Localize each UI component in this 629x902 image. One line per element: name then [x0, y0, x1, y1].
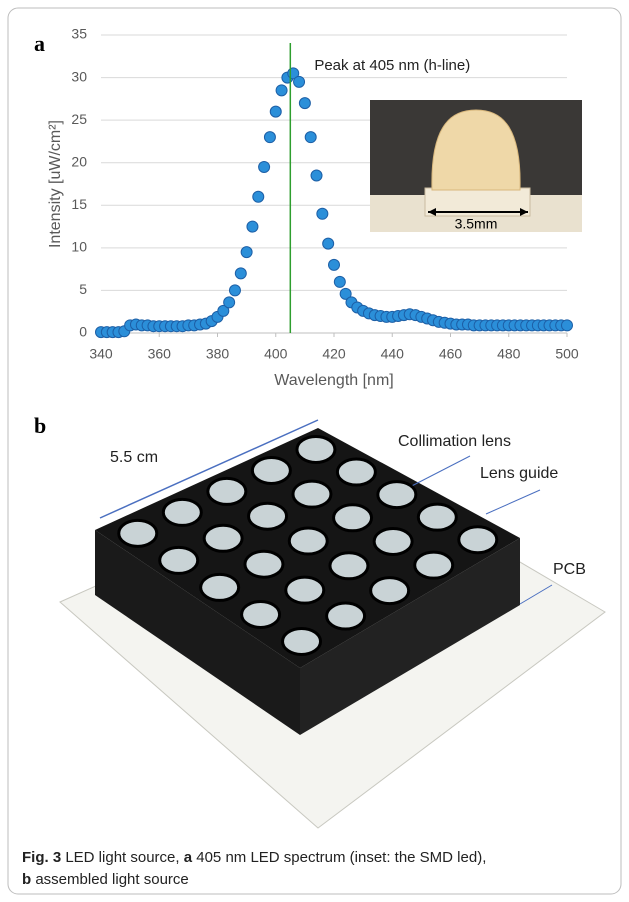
point [276, 85, 287, 96]
annotation: Peak at 405 nm (h-line) [314, 57, 470, 74]
y-axis-title: Intensity [uW/cm²] [47, 120, 64, 248]
y-tick-label: 15 [71, 196, 87, 212]
point [317, 208, 328, 219]
y-tick-label: 25 [71, 111, 87, 127]
caption-figure: Fig. 3 [22, 849, 61, 866]
annotation: Collimation lens [398, 433, 511, 450]
point [299, 98, 310, 109]
point [224, 297, 235, 308]
lens [459, 527, 497, 553]
figure: a 0 5 10 15 20 25 30 35 340 360 380 400 420 440 460 480… [0, 0, 629, 902]
x-tick-label: 380 [206, 346, 230, 362]
panel-label: a [34, 31, 45, 56]
point [247, 221, 258, 232]
point [562, 320, 573, 331]
point [305, 132, 316, 143]
y-tick-label: 35 [71, 26, 87, 42]
x-tick-label: 360 [148, 346, 172, 362]
lens [201, 574, 239, 600]
lens [418, 504, 456, 530]
lens [163, 499, 201, 525]
x-tick-label: 480 [497, 346, 521, 362]
point [264, 132, 275, 143]
annotation: PCB [553, 561, 586, 578]
point [294, 76, 305, 87]
annotation: Lens guide [480, 465, 558, 482]
caption-part: b [22, 871, 31, 888]
point [329, 259, 340, 270]
caption-text: LED light source, [61, 849, 184, 866]
lens [252, 457, 290, 483]
x-tick-label: 440 [381, 346, 405, 362]
y-tick-label: 0 [79, 324, 87, 340]
lens [245, 551, 283, 577]
x-tick-label: 340 [89, 346, 113, 362]
lens [293, 481, 331, 507]
lens [160, 547, 198, 573]
caption-line: Fig. 3 LED light source, a 405 nm LED sp… [22, 849, 486, 866]
point [241, 247, 252, 258]
lens [242, 601, 280, 627]
x-tick-label: 460 [439, 346, 463, 362]
y-tick-label: 5 [79, 281, 87, 297]
lens [327, 603, 365, 629]
x-axis-title: Wavelength [nm] [274, 372, 393, 389]
lens [378, 482, 416, 508]
point [270, 106, 281, 117]
lens [283, 628, 321, 654]
point [235, 268, 246, 279]
lens [415, 552, 453, 578]
annotation: 5.5 cm [110, 449, 158, 466]
lens [330, 553, 368, 579]
x-tick-label: 420 [322, 346, 346, 362]
inset-photo: 3.5mm [370, 100, 582, 232]
panel-label: b [34, 413, 46, 438]
page: a 0 5 10 15 20 25 30 35 340 360 380 400 420 440 460 480… [0, 0, 629, 902]
y-tick-label: 30 [71, 68, 87, 84]
x-tick-label: 500 [555, 346, 579, 362]
point [334, 276, 345, 287]
point [229, 285, 240, 296]
caption-text: assembled light source [31, 871, 189, 888]
caption-text: 405 nm LED spectrum (inset: the SMD led)… [192, 849, 486, 866]
point [323, 238, 334, 249]
lens [204, 525, 242, 551]
lens [119, 520, 157, 546]
point [311, 170, 322, 181]
x-tick-label: 400 [264, 346, 288, 362]
lens [249, 503, 287, 529]
lens [297, 436, 335, 462]
point [259, 161, 270, 172]
point [253, 191, 264, 202]
lens [208, 478, 246, 504]
caption-line: b assembled light source [22, 871, 189, 888]
lens [334, 505, 372, 531]
lens [337, 459, 375, 485]
lens [289, 528, 327, 554]
lens [371, 578, 409, 604]
lens [286, 577, 324, 603]
lens [374, 528, 412, 554]
y-tick-label: 10 [71, 239, 87, 255]
y-tick-label: 20 [71, 153, 87, 169]
inset-label: 3.5mm [455, 216, 498, 232]
